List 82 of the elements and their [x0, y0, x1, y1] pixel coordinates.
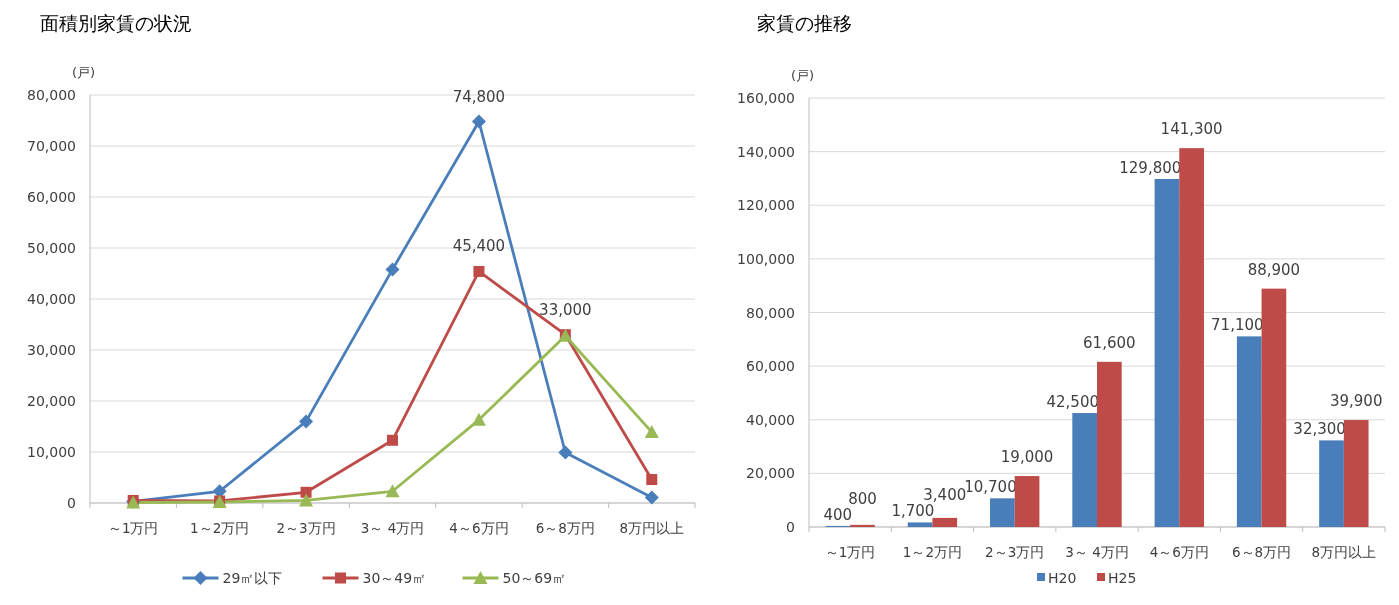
y-tick-label: 160,000 — [737, 90, 795, 106]
y-axis-title: (戸) — [791, 68, 815, 83]
legend-label: 29㎡以下 — [222, 570, 283, 586]
data-label: 32,300 — [1293, 420, 1346, 439]
point — [300, 486, 312, 498]
y-tick-label: 80,000 — [27, 87, 76, 103]
chart-title: 家賃の推移 — [757, 12, 852, 34]
point — [646, 474, 658, 486]
y-tick-label: 100,000 — [737, 250, 795, 267]
bar — [1236, 336, 1262, 527]
point — [644, 425, 659, 439]
point — [385, 262, 400, 277]
y-tick-label: 60,000 — [27, 189, 76, 205]
x-tick-label: 8万円以上 — [1311, 544, 1377, 560]
y-tick-label: 20,000 — [27, 393, 76, 409]
point — [471, 412, 486, 426]
data-label: 3,400 — [923, 486, 967, 505]
x-tick-label: ～1万円 — [107, 520, 159, 536]
data-label: 800 — [848, 489, 877, 508]
data-label: 400 — [823, 505, 853, 524]
x-tick-label: 3～ 4万円 — [1065, 544, 1129, 560]
x-tick-label: 2～3万円 — [985, 544, 1045, 560]
bar — [1097, 361, 1122, 527]
point — [387, 434, 398, 446]
y-tick-label: 120,000 — [737, 197, 795, 214]
point — [644, 490, 659, 505]
bar — [1072, 413, 1097, 527]
legend-label: 50～69㎡ — [502, 570, 567, 586]
y-tick-label: 0 — [67, 495, 76, 511]
y-tick-label: 10,000 — [27, 444, 76, 460]
y-tick-label: 140,000 — [737, 143, 795, 160]
legend-label: 30～49㎡ — [362, 570, 427, 586]
y-tick-label: 80,000 — [746, 304, 795, 321]
y-tick-label: 30,000 — [27, 342, 76, 358]
legend-label: H25 — [1108, 570, 1137, 586]
point — [299, 414, 314, 429]
legend-label: H20 — [1048, 570, 1077, 586]
bar — [1319, 440, 1344, 527]
y-tick-label: 50,000 — [27, 240, 76, 256]
y-tick-label: 40,000 — [27, 291, 76, 307]
y-tick-label: 20,000 — [746, 465, 795, 482]
bar — [990, 498, 1015, 527]
bar — [907, 522, 933, 527]
data-label: 39,900 — [1329, 392, 1383, 411]
point — [385, 484, 400, 498]
y-axis-title: (戸) — [72, 65, 96, 80]
bar — [1179, 148, 1204, 527]
chart-title: 面積別家賃の状況 — [40, 12, 192, 34]
x-tick-label: ～1万円 — [824, 544, 876, 560]
data-label: 19,000 — [1000, 448, 1054, 467]
x-tick-label: 8万円以上 — [619, 520, 685, 536]
bar — [850, 524, 875, 527]
bar — [1154, 178, 1180, 527]
y-tick-label: 0 — [786, 519, 795, 535]
x-tick-label: 3～ 4万円 — [360, 520, 425, 536]
data-label: 45,400 — [452, 237, 506, 256]
data-label: 42,500 — [1046, 393, 1099, 412]
point — [471, 114, 486, 129]
data-label: 88,900 — [1247, 260, 1301, 279]
x-tick-label: 4～6万円 — [1149, 544, 1209, 560]
data-label: 1,700 — [891, 502, 935, 521]
y-tick-label: 60,000 — [746, 358, 795, 375]
bar — [1343, 420, 1369, 527]
point — [299, 493, 314, 507]
bar — [1014, 476, 1040, 527]
bar — [1261, 288, 1287, 527]
point — [558, 445, 573, 460]
bar — [932, 517, 958, 527]
data-label: 74,800 — [452, 87, 506, 106]
y-tick-label: 70,000 — [27, 138, 76, 154]
x-tick-label: 1～2万円 — [190, 520, 250, 536]
x-tick-label: 2～3万円 — [276, 520, 336, 536]
x-tick-label: 6～8万円 — [1231, 544, 1292, 560]
x-tick-label: 1～2万円 — [902, 544, 963, 560]
data-label: 33,000 — [539, 300, 592, 319]
x-tick-label: 4～6万円 — [449, 520, 509, 536]
y-tick-label: 40,000 — [746, 411, 795, 428]
x-tick-label: 6～8万円 — [535, 520, 595, 536]
point — [473, 265, 485, 277]
data-label: 71,100 — [1211, 316, 1264, 335]
data-label: 61,600 — [1083, 333, 1136, 352]
data-label: 141,300 — [1160, 120, 1223, 139]
